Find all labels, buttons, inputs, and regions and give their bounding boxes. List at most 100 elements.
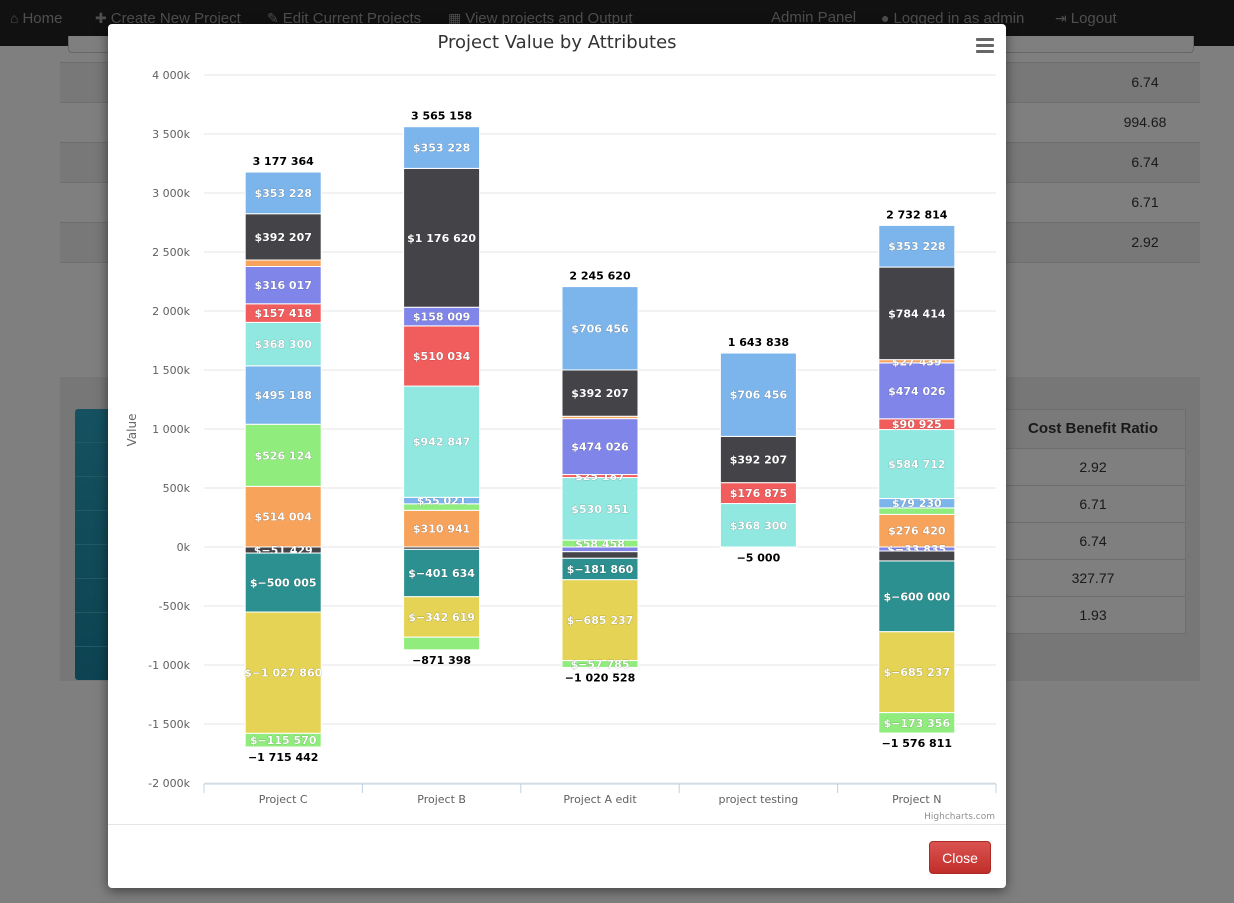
data-label: $−342 619 bbox=[408, 611, 475, 624]
y-tick-label: 3 000k bbox=[152, 187, 190, 200]
bar-segment bbox=[561, 579, 639, 662]
data-label: $784 414 bbox=[888, 307, 946, 320]
bar-segment bbox=[719, 546, 797, 549]
stack-total-positive: 3 177 364 bbox=[253, 155, 315, 168]
data-label: $514 004 bbox=[254, 511, 312, 524]
data-label: $79 230 bbox=[892, 497, 942, 510]
bar-segment bbox=[719, 503, 797, 548]
bar-segment bbox=[561, 369, 639, 417]
data-label: $353 228 bbox=[888, 240, 945, 253]
data-label: $706 456 bbox=[571, 322, 629, 335]
y-tick-label: 0k bbox=[177, 541, 191, 554]
data-label: $353 228 bbox=[413, 142, 470, 155]
bar-segment bbox=[244, 171, 322, 215]
stack-total-negative: −1 020 528 bbox=[565, 671, 635, 684]
chart-x-axis: Project C Project B Project A edit project … bbox=[203, 783, 997, 806]
data-label: $474 026 bbox=[888, 385, 946, 398]
data-label: $495 188 bbox=[254, 389, 311, 402]
bar-segment bbox=[403, 167, 481, 308]
bar-segment bbox=[561, 286, 639, 371]
bar-segment bbox=[244, 259, 322, 268]
data-label: $510 034 bbox=[413, 350, 471, 363]
stack-total-negative: −1 576 811 bbox=[882, 737, 952, 750]
bar-segment bbox=[878, 550, 956, 562]
y-tick-label: 1 000k bbox=[152, 423, 190, 436]
y-tick-label: -1 000k bbox=[148, 659, 190, 672]
data-label: $353 228 bbox=[254, 187, 311, 200]
bar-segment bbox=[878, 513, 956, 548]
y-tick-label: 2 000k bbox=[152, 305, 190, 318]
bar-segment bbox=[878, 631, 956, 714]
data-label: $−500 005 bbox=[250, 577, 317, 590]
data-label: $1 176 620 bbox=[407, 232, 476, 245]
data-label: $−57 785 bbox=[571, 658, 630, 671]
modal-footer: Close bbox=[108, 824, 1006, 889]
data-label: $176 875 bbox=[730, 487, 787, 500]
stack-total-positive: 2 732 814 bbox=[886, 208, 948, 221]
bar-segment bbox=[719, 352, 797, 437]
x-tick-label: project testing bbox=[718, 793, 798, 806]
bar-segment bbox=[244, 732, 322, 748]
bar-segment bbox=[878, 224, 956, 268]
bar-segment bbox=[561, 660, 639, 668]
stack-total-positive: 1 643 838 bbox=[728, 336, 789, 349]
x-tick-label: Project B bbox=[417, 793, 466, 806]
bar-segment bbox=[878, 712, 956, 734]
chart-menu-icon[interactable] bbox=[976, 38, 994, 54]
y-tick-label: 2 500k bbox=[152, 246, 190, 259]
y-axis-label: Value bbox=[125, 414, 139, 447]
data-label: $368 300 bbox=[254, 338, 312, 351]
data-label: $530 351 bbox=[571, 503, 628, 516]
data-label: $−685 237 bbox=[883, 666, 950, 679]
x-tick-label: Project N bbox=[892, 793, 941, 806]
x-tick-label: Project A edit bbox=[563, 793, 637, 806]
bar-segment bbox=[244, 321, 322, 367]
bar-segment bbox=[403, 385, 481, 498]
data-label: $−600 000 bbox=[883, 590, 950, 603]
stack-total-negative: −871 398 bbox=[412, 654, 471, 667]
y-tick-label: 3 500k bbox=[152, 128, 190, 141]
data-label: $157 418 bbox=[254, 307, 311, 320]
bar-segment bbox=[403, 509, 481, 548]
close-button[interactable]: Close bbox=[929, 841, 991, 874]
data-label: $706 456 bbox=[730, 389, 788, 402]
bar-segment bbox=[403, 596, 481, 638]
data-label: $368 300 bbox=[730, 519, 788, 532]
data-label: $90 925 bbox=[892, 418, 942, 431]
data-label: $942 847 bbox=[413, 436, 470, 449]
bar-segment bbox=[561, 477, 639, 541]
data-label: $−181 860 bbox=[567, 563, 634, 576]
chart-modal: Project Value by Attributes Value 4 000k… bbox=[108, 24, 1006, 888]
bar-segment bbox=[244, 552, 322, 613]
data-label: $−401 634 bbox=[408, 567, 475, 580]
chart-title: Project Value by Attributes bbox=[437, 32, 676, 53]
highcharts-credits[interactable]: Highcharts.com bbox=[924, 812, 995, 822]
x-tick-label: Project C bbox=[259, 793, 308, 806]
bar-segment bbox=[403, 126, 481, 169]
bar-segment bbox=[244, 611, 322, 734]
y-tick-label: 500k bbox=[163, 482, 191, 495]
data-label: $526 124 bbox=[254, 449, 312, 462]
data-label: $−115 570 bbox=[250, 734, 317, 747]
bar-segment bbox=[244, 423, 322, 487]
stack-total-negative: −1 715 442 bbox=[248, 751, 318, 764]
bar-segment bbox=[878, 362, 956, 420]
data-label: $392 207 bbox=[571, 387, 628, 400]
bar-segment bbox=[403, 548, 481, 598]
stack-total-positive: 3 565 158 bbox=[411, 110, 472, 123]
stack-total-negative: −5 000 bbox=[737, 552, 781, 565]
data-label: $−173 356 bbox=[883, 717, 950, 730]
data-label: $276 420 bbox=[888, 525, 946, 538]
bar-segment bbox=[244, 213, 322, 261]
y-tick-label: 1 500k bbox=[152, 364, 190, 377]
stack-total-positive: 2 245 620 bbox=[569, 270, 631, 283]
data-label: $310 941 bbox=[413, 523, 470, 536]
y-tick-label: 4 000k bbox=[152, 69, 190, 82]
bar-segment bbox=[561, 551, 639, 559]
y-tick-label: -500k bbox=[159, 600, 191, 613]
data-label: $158 009 bbox=[413, 311, 470, 324]
y-tick-label: -2 000k bbox=[148, 777, 190, 790]
data-label: $392 207 bbox=[254, 231, 311, 244]
bar-segment bbox=[244, 365, 322, 425]
data-label: $584 712 bbox=[888, 458, 945, 471]
